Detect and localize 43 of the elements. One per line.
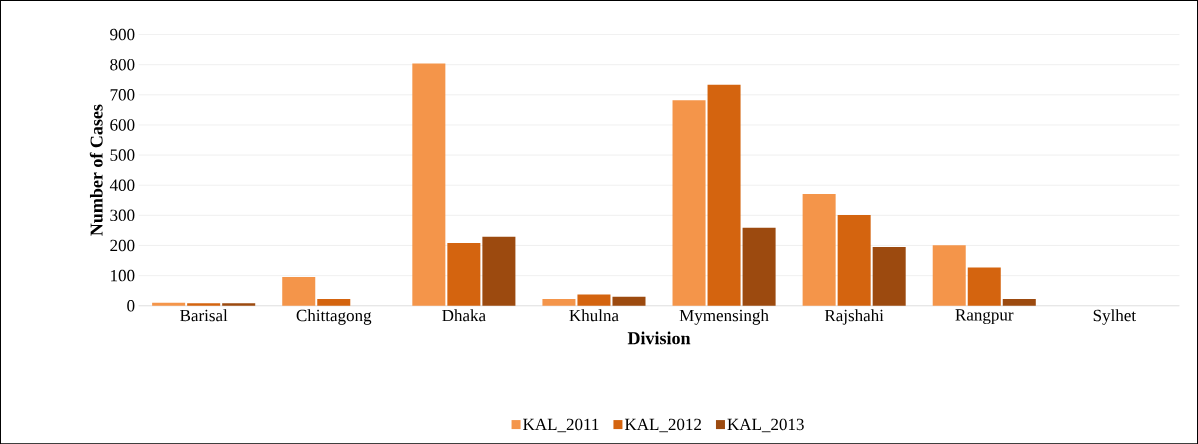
x-tick-label: Barisal xyxy=(180,309,228,322)
y-tick-label: 900 xyxy=(110,28,135,41)
x-tick-label: Rajshahi xyxy=(824,309,884,325)
y-tick-label: 800 xyxy=(110,58,135,71)
y-tick-label: 400 xyxy=(109,179,135,191)
bar xyxy=(707,84,741,306)
legend-label: KAL_2011 xyxy=(523,418,599,433)
legend-label: KAL_2013 xyxy=(727,418,804,433)
x-tick-label: Dhaka xyxy=(442,309,486,322)
bar xyxy=(412,63,446,306)
bar xyxy=(837,214,871,306)
bar xyxy=(1002,298,1036,306)
bar xyxy=(577,294,611,306)
bar xyxy=(542,298,576,306)
bar xyxy=(612,296,646,306)
bar xyxy=(872,246,906,306)
bar xyxy=(932,245,966,306)
legend-label: KAL_2012 xyxy=(624,418,701,433)
bar xyxy=(742,227,776,306)
x-tick-label: Mymensingh xyxy=(679,309,769,325)
y-tick-label: 300 xyxy=(110,209,135,221)
y-tick-label: 500 xyxy=(110,149,135,161)
bar xyxy=(967,267,1001,306)
x-tick-label: Chittagong xyxy=(296,309,372,325)
y-tick-label: 100 xyxy=(111,269,135,282)
bar xyxy=(222,303,256,306)
bar xyxy=(447,242,481,306)
bar xyxy=(482,236,516,306)
x-tick-label: Khulna xyxy=(569,309,619,322)
y-tick-label: 0 xyxy=(127,299,135,312)
bar xyxy=(317,298,351,306)
y-tick-label: 600 xyxy=(110,119,135,131)
y-tick-label: 700 xyxy=(110,88,135,101)
x-tick-label: Rangpur xyxy=(955,309,1014,324)
bar xyxy=(187,303,221,306)
bar xyxy=(802,193,836,306)
y-tick-label: 200 xyxy=(110,239,135,252)
x-axis-title: Division xyxy=(627,331,691,345)
bar xyxy=(282,276,316,306)
bar xyxy=(152,302,186,306)
bar xyxy=(672,100,706,306)
x-tick-label: Sylhet xyxy=(1093,309,1136,325)
y-axis-title: Number of Cases xyxy=(89,104,103,236)
